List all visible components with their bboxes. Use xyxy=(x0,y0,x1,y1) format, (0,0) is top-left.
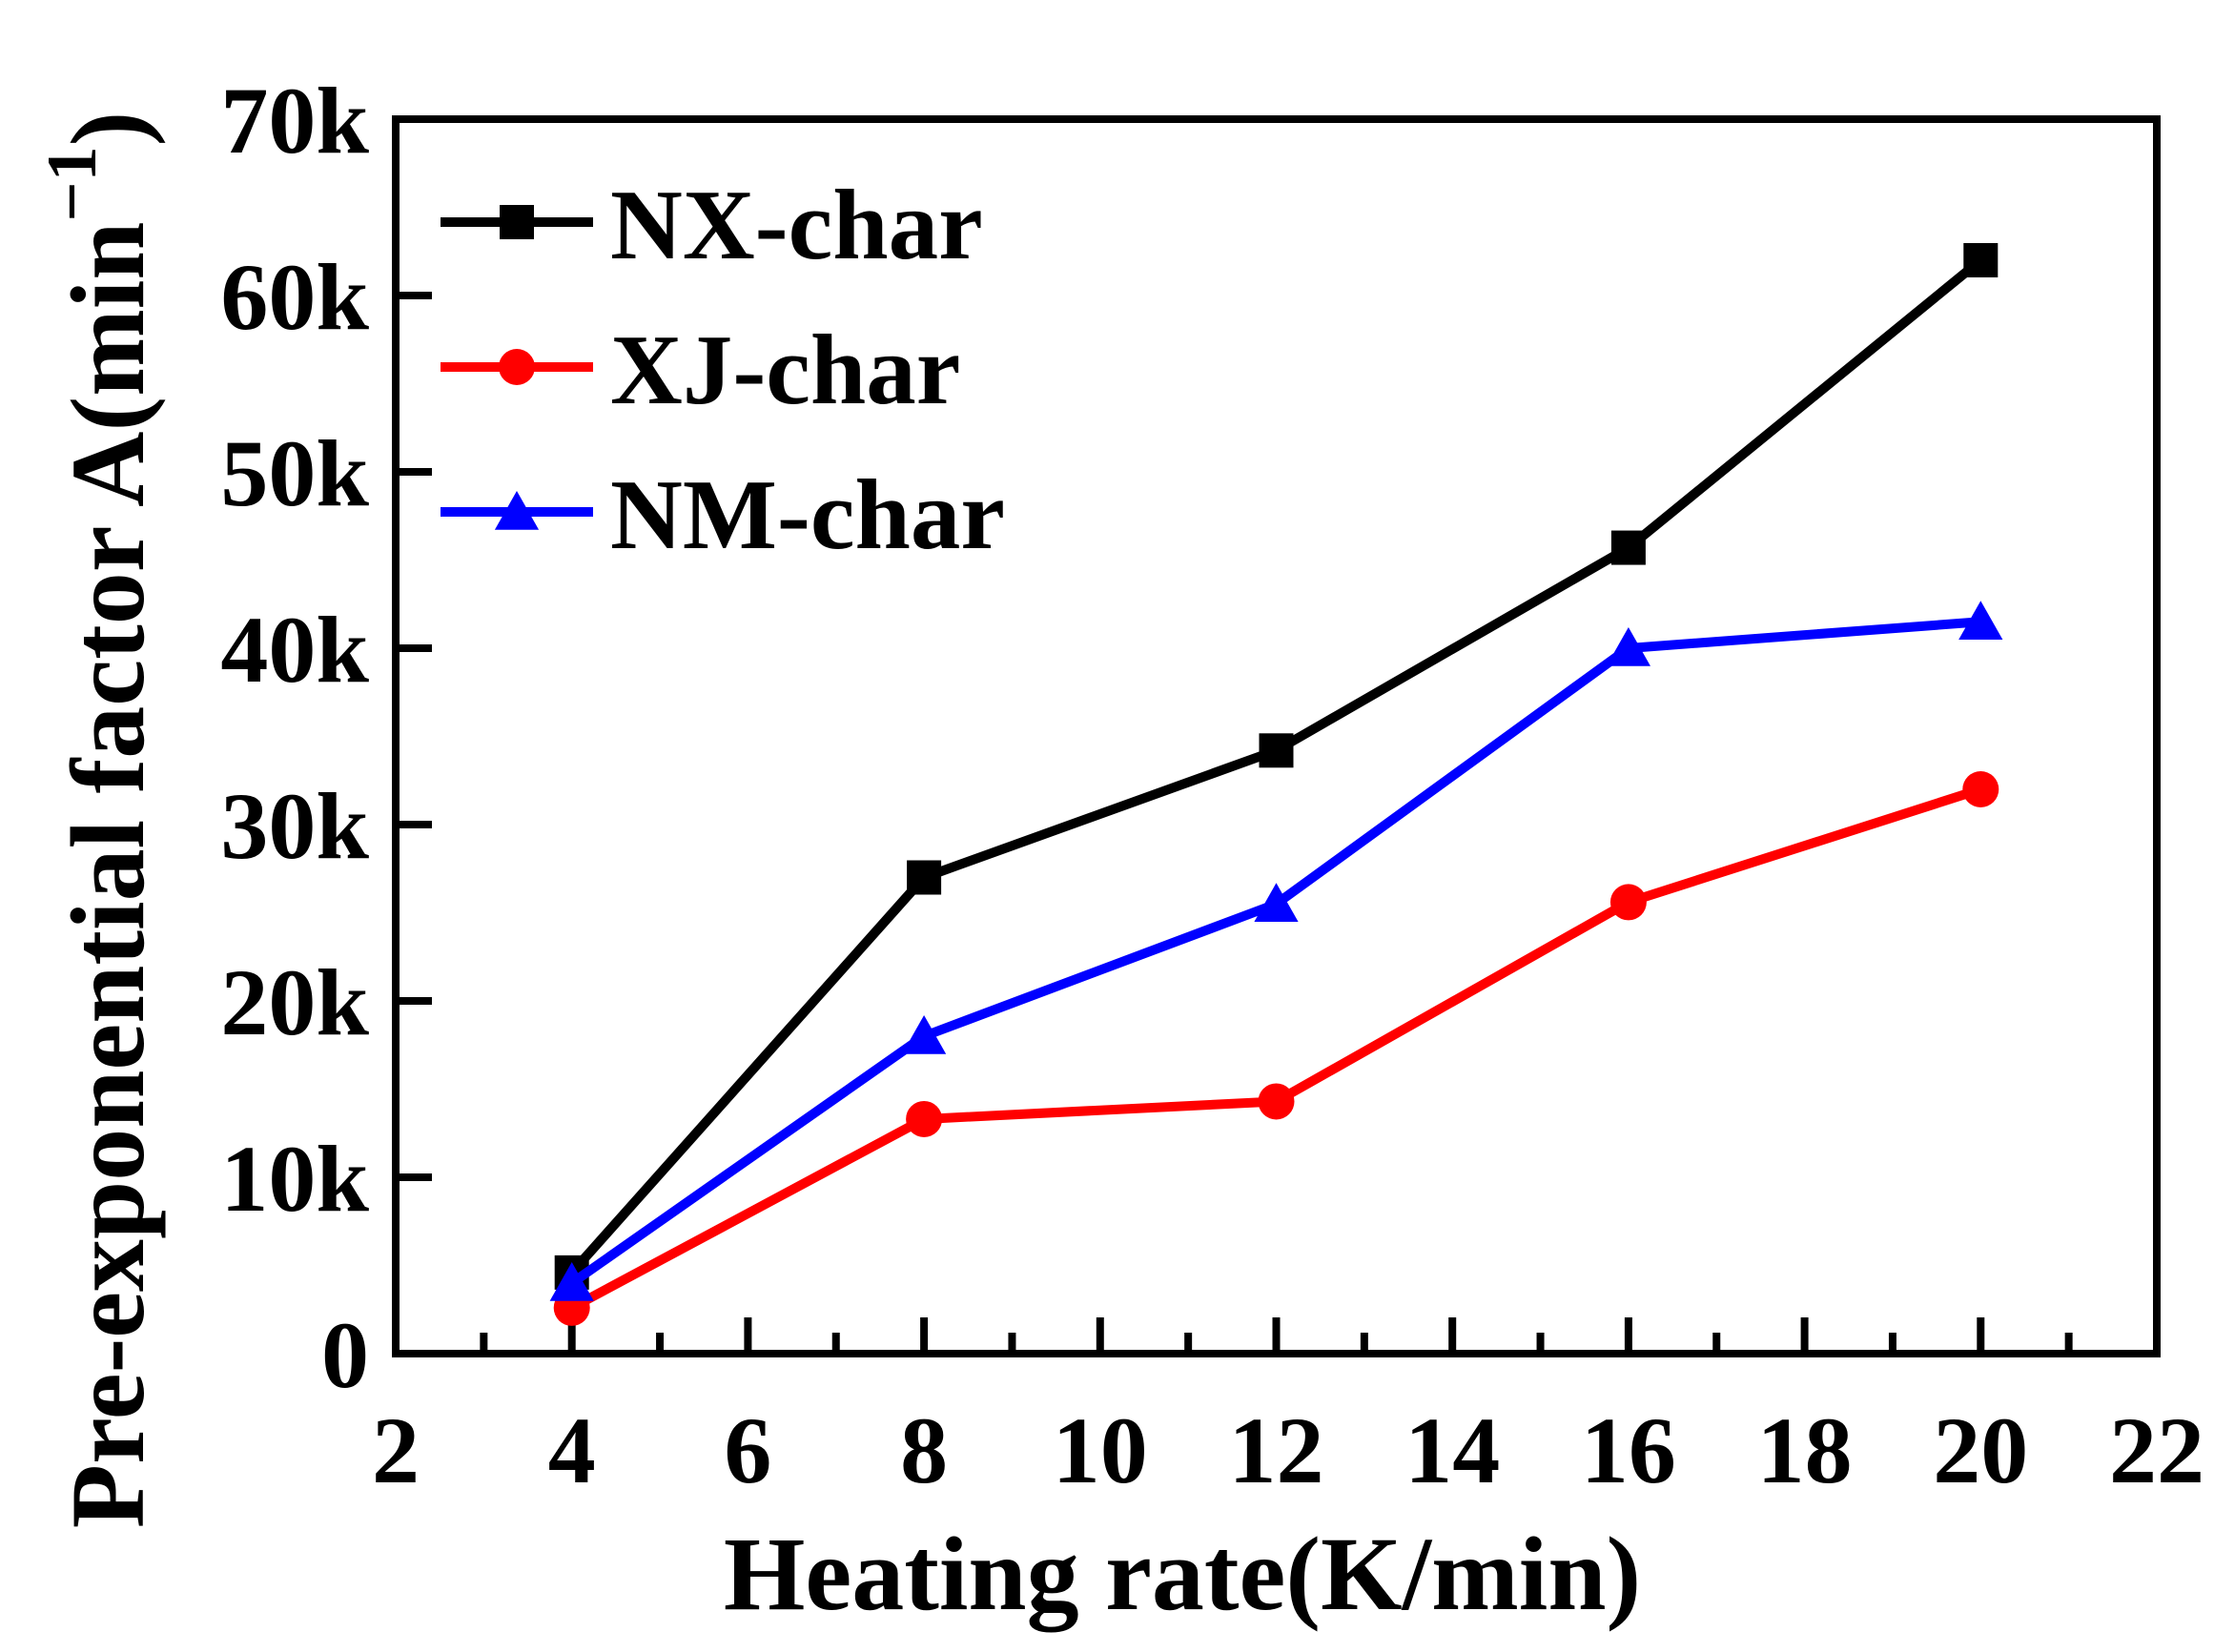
y-axis-label-close: ) xyxy=(50,112,166,147)
legend-label-nm-char: NM-char xyxy=(610,459,1005,570)
y-tick-label-20000: 20k xyxy=(220,949,369,1055)
legend-marker-nm-char xyxy=(494,491,540,530)
x-tick-label-22: 22 xyxy=(2109,1397,2204,1503)
x-axis-label: Heating rate(K/min) xyxy=(724,1516,1641,1632)
x-tick-label-6: 6 xyxy=(724,1397,771,1503)
axes-layer: 2 4 6 8 10 12 14 16 18 20 22 0 10k 20k 30k 40k 50k 60k 70k xyxy=(220,68,2204,1503)
x-tick-label-18: 18 xyxy=(1757,1397,1853,1503)
legend-marker-xj-char xyxy=(499,349,535,385)
x-tick-label-12: 12 xyxy=(1229,1397,1324,1503)
data-point-nm-char-8 xyxy=(902,1015,947,1054)
y-tick-label-10000: 10k xyxy=(220,1126,369,1232)
series-nx-char xyxy=(554,243,1999,1290)
data-point-nx-char-20 xyxy=(1963,243,1999,277)
x-tick-label-10: 10 xyxy=(1053,1397,1148,1503)
data-point-xj-char-12 xyxy=(1258,1083,1295,1120)
x-tick-label-16: 16 xyxy=(1581,1397,1676,1503)
y-tick-label-50000: 50k xyxy=(220,420,369,526)
legend: NX-char XJ-char NM-char xyxy=(441,169,1005,570)
data-point-nm-char-4 xyxy=(549,1262,594,1301)
data-point-xj-char-16 xyxy=(1609,884,1647,921)
data-point-nm-char-20 xyxy=(1958,601,2003,640)
y-tick-label-70000: 70k xyxy=(220,68,369,173)
series-line-nm-char xyxy=(568,617,1981,1288)
legend-marker-nx-char xyxy=(500,205,534,239)
y-axis-label-main: Pre-exponential factor A(min xyxy=(50,222,166,1529)
y-axis-label-superscript: −1 xyxy=(33,146,112,221)
data-point-nx-char-12 xyxy=(1259,733,1294,768)
x-tick-label-4: 4 xyxy=(548,1397,596,1503)
y-tick-label-0: 0 xyxy=(321,1302,369,1408)
series-nm-char xyxy=(549,601,2003,1301)
y-tick-label-60000: 60k xyxy=(220,244,369,350)
legend-item-nm-char: NM-char xyxy=(441,459,1005,570)
y-axis-label: Pre-exponential factor A(min−1) xyxy=(33,112,166,1529)
series-line-xj-char xyxy=(569,785,1982,1313)
data-point-xj-char-20 xyxy=(1962,771,1999,807)
data-point-nm-char-16 xyxy=(1606,627,1650,666)
legend-item-xj-char: XJ-char xyxy=(441,314,960,425)
y-tick-label-40000: 40k xyxy=(220,597,369,703)
data-point-nm-char-12 xyxy=(1254,883,1299,922)
series-layer xyxy=(549,243,2003,1326)
data-point-xj-char-8 xyxy=(906,1100,943,1137)
data-point-nx-char-8 xyxy=(907,860,942,895)
x-tick-label-8: 8 xyxy=(900,1397,948,1503)
legend-label-xj-char: XJ-char xyxy=(610,314,960,425)
x-tick-label-2: 2 xyxy=(372,1397,420,1503)
series-xj-char xyxy=(553,771,1999,1326)
data-point-nx-char-16 xyxy=(1610,530,1646,565)
y-tick-label-30000: 30k xyxy=(220,773,369,879)
legend-item-nx-char: NX-char xyxy=(441,169,983,280)
x-tick-label-20: 20 xyxy=(1933,1397,2028,1503)
x-tick-label-14: 14 xyxy=(1404,1397,1500,1503)
legend-label-nx-char: NX-char xyxy=(610,169,983,280)
